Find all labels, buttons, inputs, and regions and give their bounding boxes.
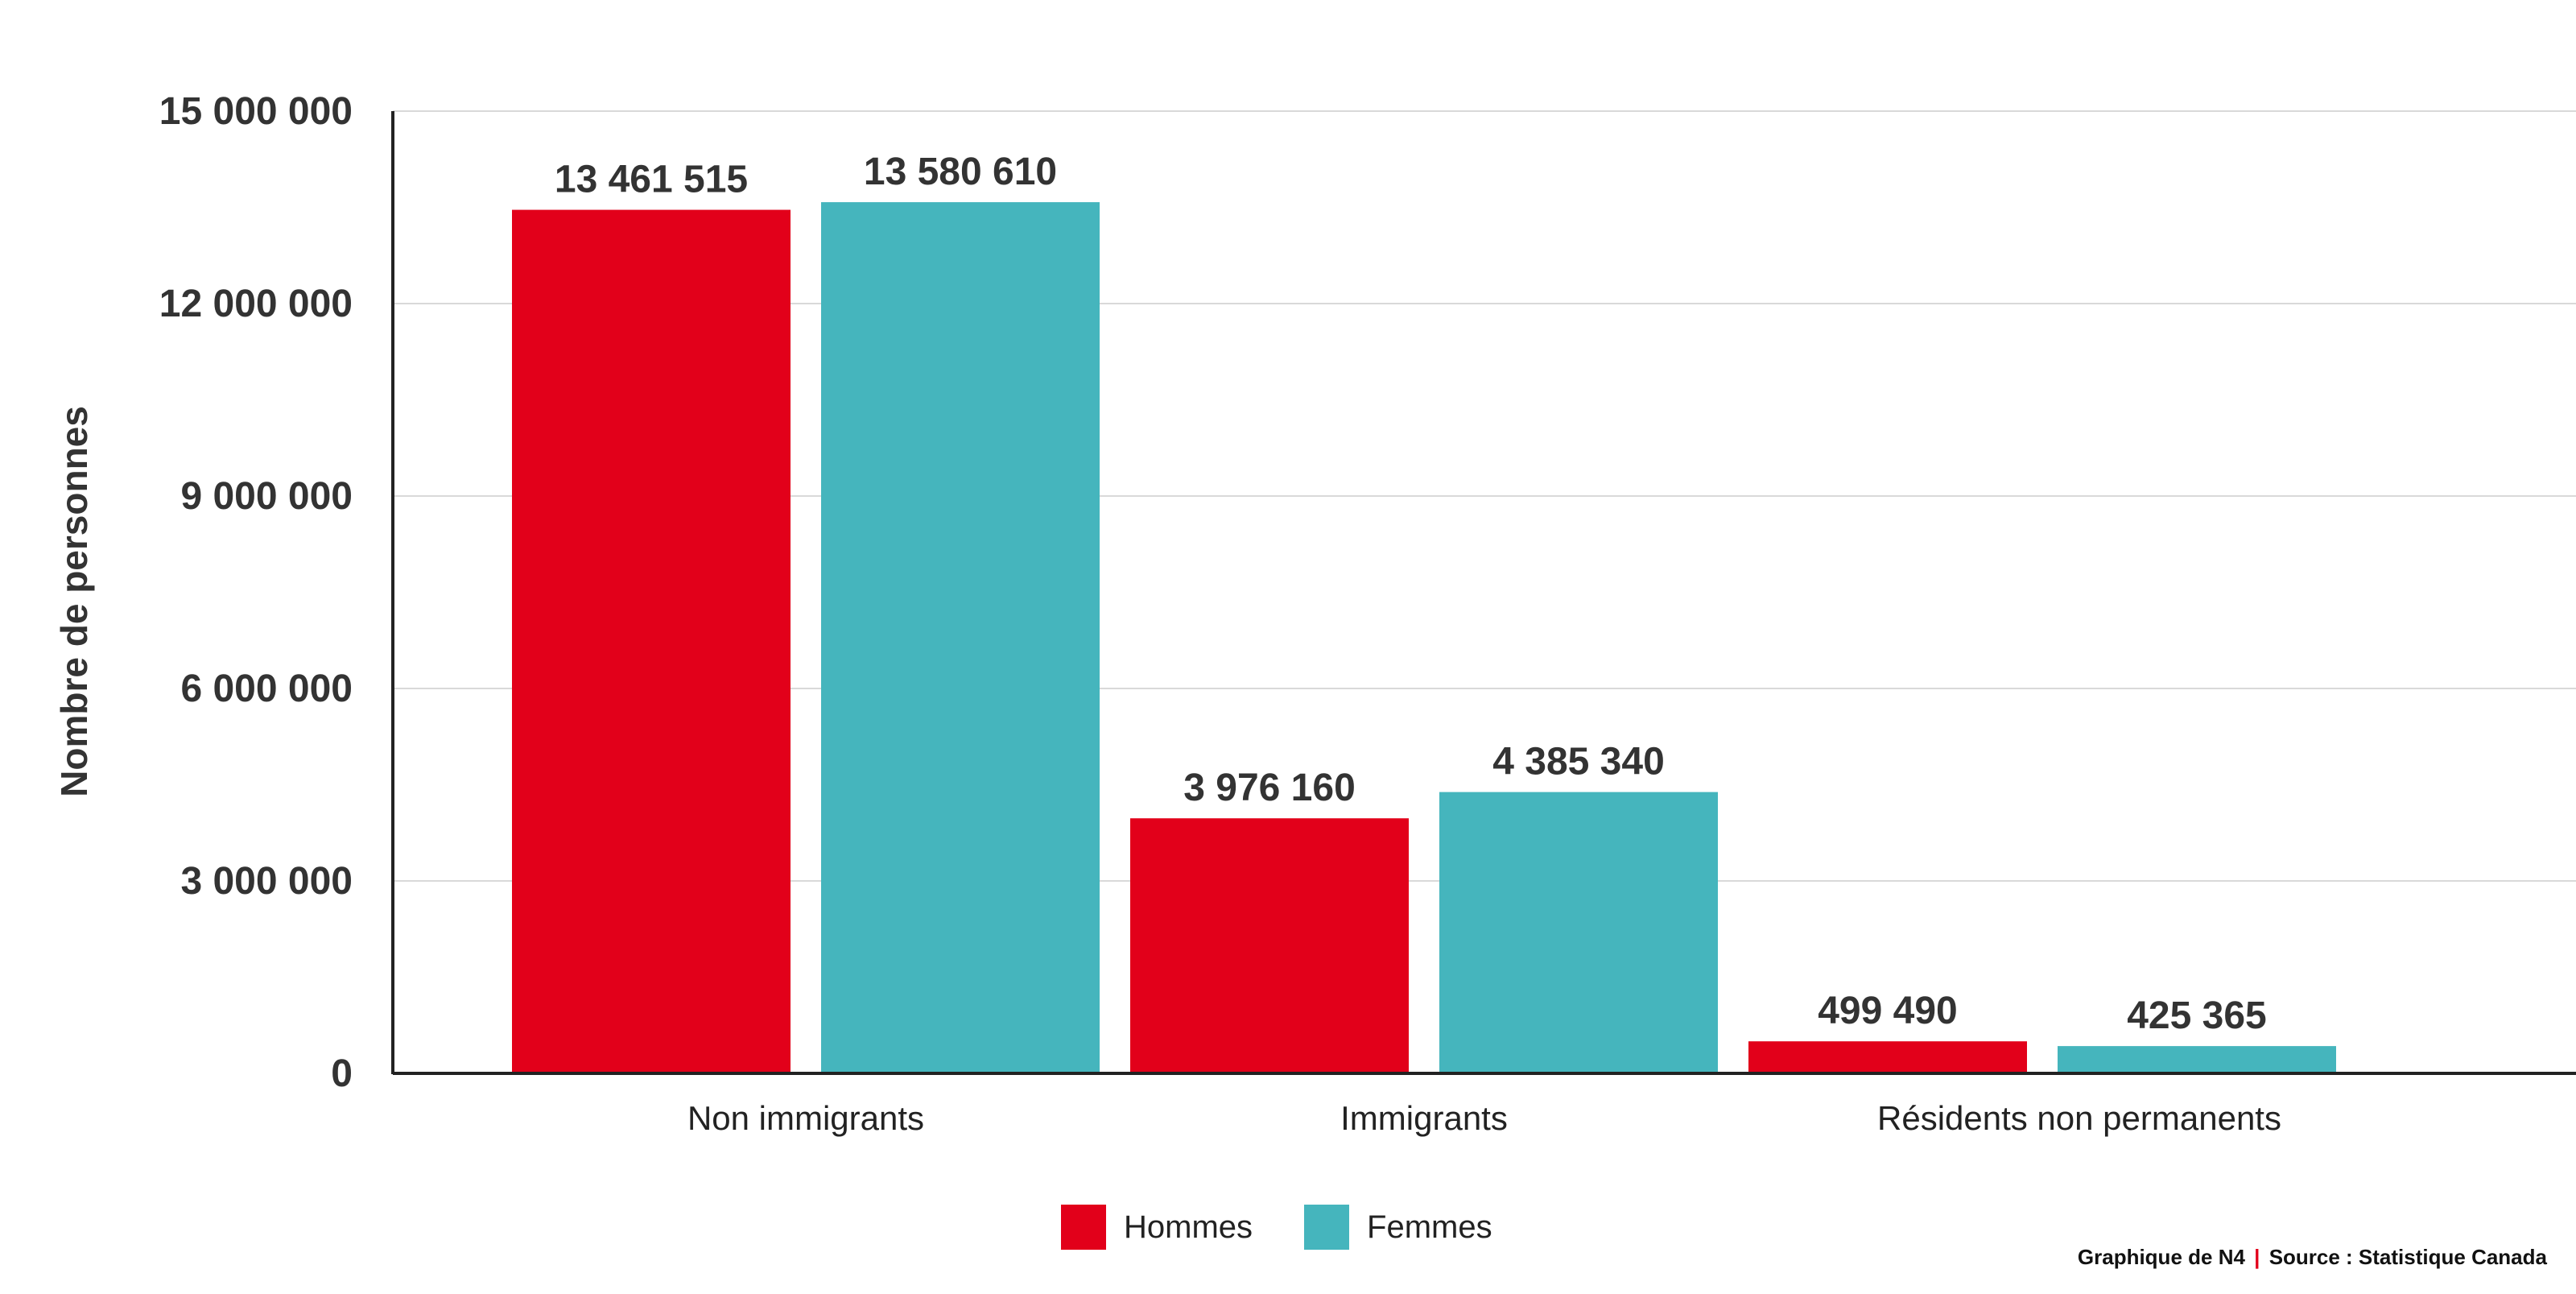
- legend: Hommes Femmes: [1061, 1205, 1544, 1250]
- legend-label-femmes: Femmes: [1367, 1209, 1492, 1245]
- footer-credit: Graphique de N4: [2077, 1245, 2245, 1269]
- legend-item-femmes: Femmes: [1304, 1205, 1492, 1250]
- legend-label-hommes: Hommes: [1124, 1209, 1253, 1245]
- y-tick-label: 15 000 000: [159, 90, 353, 133]
- y-tick-labels: 0 3 000 000 6 000 000 9 000 000 12 000 000 15…: [159, 90, 353, 1095]
- bar-value-label: 499 490: [1818, 990, 1958, 1032]
- bar-femmes-1: [1439, 792, 1718, 1073]
- bar-femmes-2: [2058, 1046, 2336, 1073]
- y-axis-label: Nombre de personnes: [53, 406, 95, 797]
- bar-hommes-1: [1130, 818, 1409, 1073]
- legend-item-hommes: Hommes: [1061, 1205, 1253, 1250]
- y-tick-label: 9 000 000: [180, 475, 353, 518]
- bar-value-label: 13 461 515: [555, 159, 748, 201]
- bars: [512, 202, 2336, 1074]
- y-tick-label: 6 000 000: [180, 668, 353, 710]
- bar-hommes-2: [1748, 1041, 2027, 1073]
- x-tick-labels: Non immigrants Immigrants Résidents non pe…: [687, 1099, 2281, 1137]
- y-tick-label: 12 000 000: [159, 283, 353, 325]
- bar-femmes-0: [821, 202, 1100, 1073]
- x-tick-label: Immigrants: [1340, 1099, 1508, 1137]
- bar-value-labels: 13 461 515 13 580 610 3 976 160 4 385 340 49…: [555, 151, 2267, 1037]
- y-tick-label: 0: [331, 1052, 353, 1095]
- axes: [391, 111, 2576, 1075]
- x-tick-label: Non immigrants: [687, 1099, 924, 1137]
- legend-swatch-hommes: [1061, 1205, 1106, 1250]
- footer-source: Source : Statistique Canada: [2268, 1245, 2547, 1269]
- footer-separator: |: [2254, 1245, 2260, 1269]
- source-footer: Graphique de N4 | Source : Statistique C…: [2078, 1245, 2547, 1270]
- bar-value-label: 4 385 340: [1492, 741, 1665, 783]
- x-tick-label: Résidents non permanents: [1877, 1099, 2281, 1137]
- bar-hommes-0: [512, 209, 791, 1074]
- bar-value-label: 3 976 160: [1183, 767, 1356, 809]
- bar-value-label: 425 365: [2127, 994, 2267, 1037]
- y-tick-label: 3 000 000: [180, 860, 353, 903]
- legend-swatch-femmes: [1304, 1205, 1350, 1250]
- bar-value-label: 13 580 610: [864, 151, 1057, 193]
